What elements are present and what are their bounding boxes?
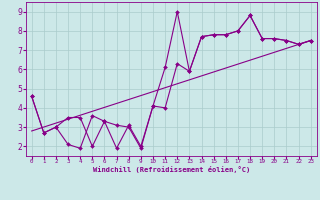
X-axis label: Windchill (Refroidissement éolien,°C): Windchill (Refroidissement éolien,°C) [92, 166, 250, 173]
